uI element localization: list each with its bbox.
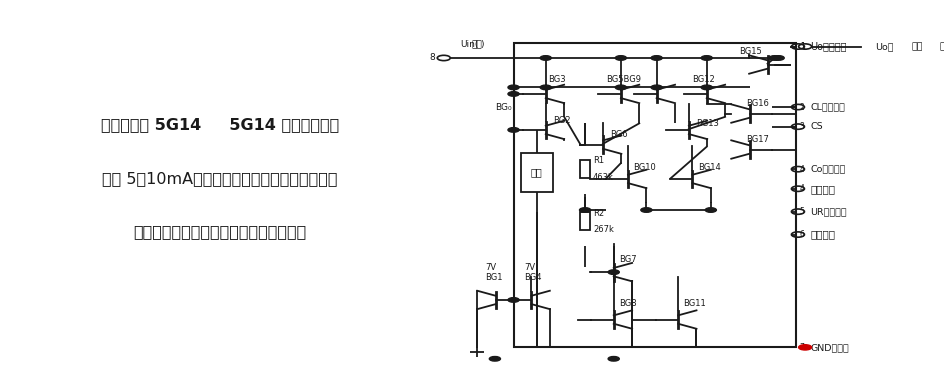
Circle shape xyxy=(640,208,651,212)
Text: BG8: BG8 xyxy=(618,299,636,308)
Text: BG11: BG11 xyxy=(683,299,705,308)
Text: Uo（输出）: Uo（输出） xyxy=(810,41,846,52)
Circle shape xyxy=(768,56,780,60)
Bar xyxy=(520,153,552,192)
Circle shape xyxy=(508,85,518,90)
Text: BG7: BG7 xyxy=(618,255,636,264)
Circle shape xyxy=(700,85,712,90)
Text: BG1: BG1 xyxy=(484,273,502,282)
Circle shape xyxy=(608,270,618,275)
Text: 同相输入: 同相输入 xyxy=(810,229,834,239)
Text: ): ) xyxy=(480,40,483,49)
Text: UR（基准）: UR（基准） xyxy=(810,207,846,216)
Text: 只有 5～10mA，一般使用需要扩流。因此，了解: 只有 5～10mA，一般使用需要扩流。因此，了解 xyxy=(102,171,337,186)
Text: 启动: 启动 xyxy=(531,167,542,177)
Text: 3: 3 xyxy=(799,122,803,131)
Text: BG14: BG14 xyxy=(697,163,719,172)
Text: 4: 4 xyxy=(799,165,803,173)
Text: BG13: BG13 xyxy=(695,119,718,128)
Text: BG10: BG10 xyxy=(632,163,655,172)
Text: 输出: 输出 xyxy=(911,42,922,51)
Text: BG3: BG3 xyxy=(548,75,565,84)
Text: 267k: 267k xyxy=(592,225,614,234)
Text: 8: 8 xyxy=(429,54,434,62)
Circle shape xyxy=(615,56,626,60)
Text: 多端稳压器 5G14     5G14 本身输出电流: 多端稳压器 5G14 5G14 本身输出电流 xyxy=(100,118,339,133)
Text: 反相输入: 反相输入 xyxy=(810,184,834,194)
Text: 2: 2 xyxy=(799,103,803,111)
Circle shape xyxy=(508,298,518,302)
Text: BG6: BG6 xyxy=(610,130,627,139)
Text: 1: 1 xyxy=(799,42,803,51)
Text: R1: R1 xyxy=(592,157,603,165)
Text: 7V: 7V xyxy=(484,263,496,272)
Bar xyxy=(513,43,795,347)
Circle shape xyxy=(508,128,518,132)
Circle shape xyxy=(615,85,626,90)
Text: 6: 6 xyxy=(799,230,803,239)
Text: Uo（: Uo（ xyxy=(874,42,892,51)
Circle shape xyxy=(650,56,662,60)
Text: R2: R2 xyxy=(592,209,603,218)
Text: 7: 7 xyxy=(799,343,803,352)
Bar xyxy=(580,160,589,178)
Circle shape xyxy=(798,345,811,350)
Circle shape xyxy=(650,85,662,90)
Text: Uin(: Uin( xyxy=(460,40,478,49)
Circle shape xyxy=(489,357,500,361)
Text: BG5BG9: BG5BG9 xyxy=(606,75,641,84)
Text: 1: 1 xyxy=(799,42,803,51)
Text: 输入: 输入 xyxy=(471,40,481,49)
Text: GND（地）: GND（地） xyxy=(810,343,849,352)
Text: CS: CS xyxy=(810,122,822,131)
Circle shape xyxy=(608,357,618,361)
Circle shape xyxy=(704,208,716,212)
Circle shape xyxy=(700,56,712,60)
Text: BG17: BG17 xyxy=(745,135,768,144)
Text: 其内部电路结构才能灵活设计扩流电路。: 其内部电路结构才能灵活设计扩流电路。 xyxy=(133,224,306,239)
Text: Co（频补）: Co（频补） xyxy=(810,165,845,173)
Text: 463k: 463k xyxy=(592,173,614,182)
Text: CL（限流）: CL（限流） xyxy=(810,103,845,111)
Text: BG16: BG16 xyxy=(745,99,768,108)
Text: ）: ） xyxy=(939,42,944,51)
Text: 5: 5 xyxy=(799,207,803,216)
Circle shape xyxy=(508,92,518,96)
Text: 7V: 7V xyxy=(524,263,535,272)
Circle shape xyxy=(540,85,550,90)
Circle shape xyxy=(772,56,784,60)
Text: BG4: BG4 xyxy=(524,273,541,282)
Circle shape xyxy=(540,56,550,60)
Text: BG₀: BG₀ xyxy=(495,103,512,111)
Text: BG15: BG15 xyxy=(738,47,761,56)
Text: BG12: BG12 xyxy=(692,75,715,84)
Text: 4: 4 xyxy=(799,184,803,193)
Text: BG2: BG2 xyxy=(552,116,570,124)
Circle shape xyxy=(579,208,590,212)
Bar xyxy=(580,213,589,231)
